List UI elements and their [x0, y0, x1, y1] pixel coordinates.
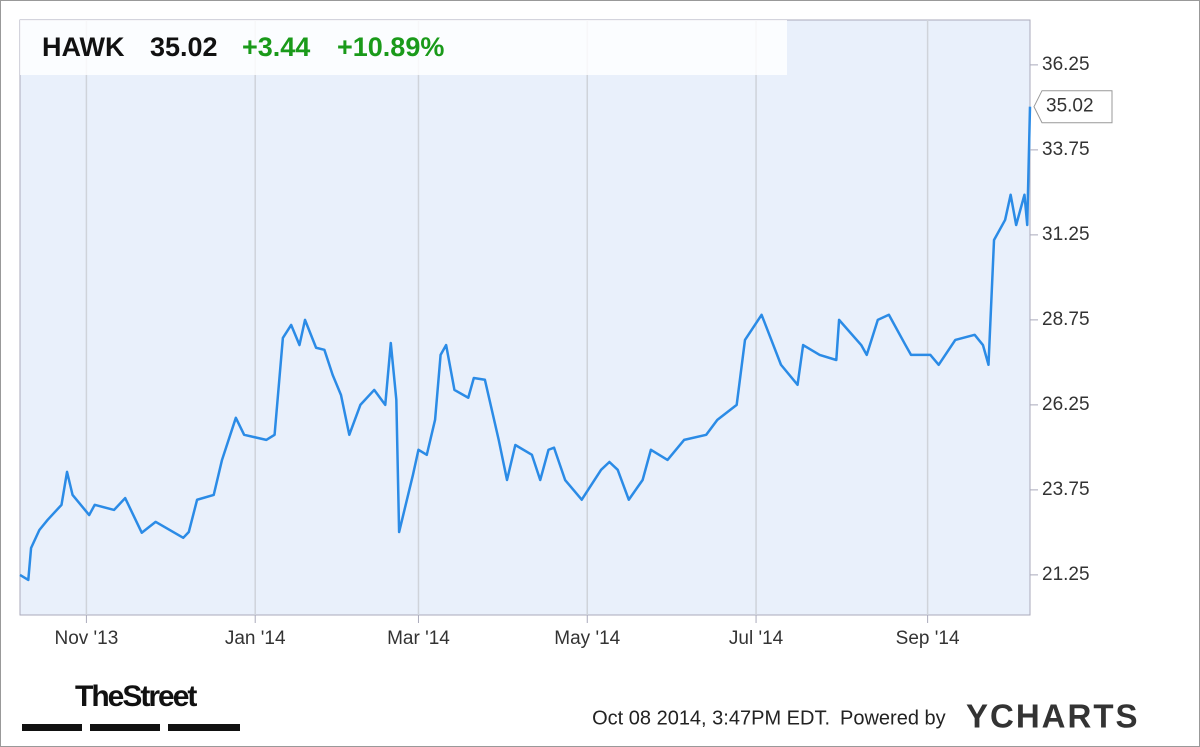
timestamp: Oct 08 2014, 3:47PM EDT. — [592, 707, 830, 729]
x-tick-label: Nov '13 — [54, 628, 118, 649]
change-percent: +10.89% — [337, 32, 444, 62]
price-line — [19, 106, 1032, 582]
change: +3.44 — [242, 32, 310, 62]
lines — [19, 106, 1032, 582]
logo-bar — [22, 724, 82, 731]
last-price-label: 35.02 — [1046, 96, 1094, 117]
powered-by: Powered by — [840, 707, 946, 729]
logo-bar — [168, 724, 240, 731]
last-price-callout — [1033, 90, 1113, 124]
logo-bar — [90, 724, 160, 731]
header-box — [20, 20, 787, 75]
y-tick-label: 26.25 — [1042, 394, 1090, 415]
ticker: HAWK — [42, 32, 125, 62]
grid — [85, 20, 929, 615]
x-tick-label: Sep '14 — [896, 628, 960, 649]
brand: YCHARTS — [966, 698, 1140, 735]
y-axis: Nov '13 Jan '14 Mar '14 May '14 Jul '14 Sep '… — [54, 54, 1113, 649]
y-tick-label: 33.75 — [1042, 139, 1090, 160]
y-tick-label: 36.25 — [1042, 54, 1090, 75]
x-tick-label: Jan '14 — [225, 628, 286, 649]
y-tick-label: 31.25 — [1042, 224, 1090, 245]
y-tick-label: 23.75 — [1042, 479, 1090, 500]
plot-area — [19, 19, 1031, 616]
x-tick-label: May '14 — [554, 628, 620, 649]
source-logo: TheStreet — [75, 680, 197, 713]
x-tick-label: Jul '14 — [729, 628, 784, 649]
price: 35.02 — [150, 32, 218, 62]
y-tick-label: 21.25 — [1042, 564, 1090, 585]
x-tick-label: Mar '14 — [387, 628, 450, 649]
y-tick-label: 28.75 — [1042, 309, 1090, 330]
